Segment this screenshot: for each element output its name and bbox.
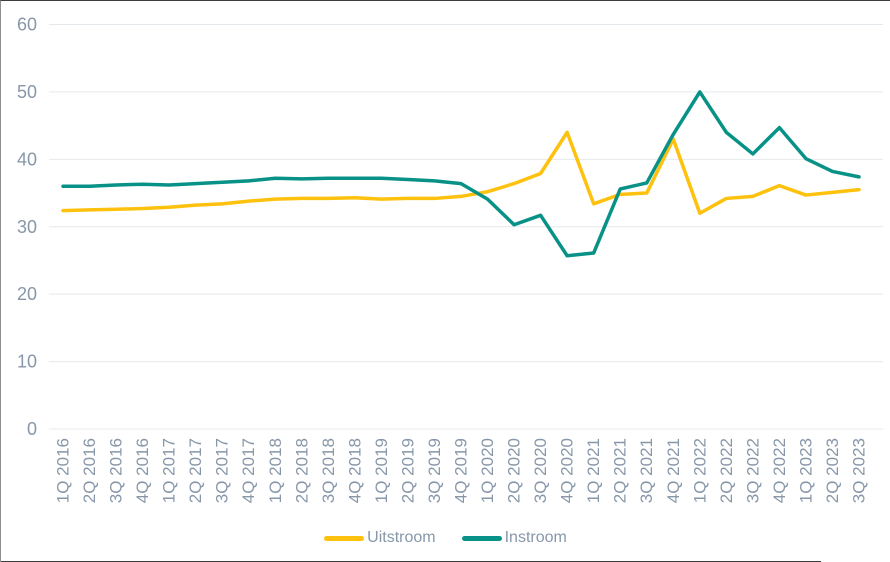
legend-label-instroom: Instroom	[504, 529, 567, 546]
uitstroom-line-swatch	[324, 535, 365, 541]
legend-label-uitstroom: Uitstroom	[367, 529, 436, 546]
x-axis-tick-label: 1Q 2019	[372, 438, 391, 503]
x-axis-tick-label: 1Q 2021	[584, 438, 603, 503]
x-axis-tick-label: 3Q 2019	[425, 438, 444, 503]
x-axis-tick-label: 1Q 2017	[160, 438, 179, 503]
x-axis-tick-label: 4Q 2018	[345, 438, 364, 503]
legend-item-instroom: Instroom	[461, 529, 567, 547]
x-axis-tick-label: 3Q 2022	[743, 438, 762, 503]
x-axis-tick-label: 3Q 2023	[850, 438, 869, 503]
instroom-line	[61, 90, 861, 258]
x-axis-tick-label: 2Q 2017	[186, 438, 205, 503]
y-axis-tick-label: 60	[17, 15, 37, 35]
line-chart: 0 10 20 30 40 50 60 1Q 2016 2Q 2016 3Q 2016 4Q 201…	[17, 15, 883, 503]
chart-legend: Uitstroom Instroom	[1, 527, 890, 549]
x-axis-tick-label: 3Q 2017	[213, 438, 232, 503]
uitstroom-line	[61, 130, 861, 216]
y-axis-tick-label: 0	[27, 419, 37, 439]
y-axis-tick-label: 30	[17, 217, 37, 237]
legend-item-uitstroom: Uitstroom	[324, 529, 436, 547]
x-axis-tick-label: 4Q 2022	[770, 438, 789, 503]
x-axis-tick-label: 3Q 2018	[319, 438, 338, 503]
y-axis-tick-label: 40	[17, 149, 37, 169]
y-axis-tick-label: 20	[17, 284, 37, 304]
x-axis-tick-label: 4Q 2020	[558, 438, 577, 503]
instroom-line-swatch	[461, 535, 502, 541]
x-axis-tick-label: 4Q 2016	[133, 438, 152, 503]
x-axis-tick-label: 3Q 2016	[107, 438, 126, 503]
x-axis-tick-label: 1Q 2023	[796, 438, 815, 503]
x-axis-tick-label: 3Q 2020	[531, 438, 550, 503]
y-axis-tick-label: 50	[17, 82, 37, 102]
x-axis-tick-label: 2Q 2018	[292, 438, 311, 503]
x-axis-tick-label: 4Q 2019	[452, 438, 471, 503]
x-axis-tick-label: 1Q 2022	[690, 438, 709, 503]
x-axis-tick-label: 4Q 2017	[239, 438, 258, 503]
x-axis-tick-label: 2Q 2019	[398, 438, 417, 503]
x-axis-tick-label: 2Q 2021	[611, 438, 630, 503]
x-axis-tick-label: 1Q 2018	[266, 438, 285, 503]
x-axis-tick-label: 2Q 2020	[505, 438, 524, 503]
x-axis-tick-label: 2Q 2022	[717, 438, 736, 503]
x-axis-tick-label: 2Q 2023	[823, 438, 842, 503]
x-axis-tick-label: 3Q 2021	[637, 438, 656, 503]
x-axis-tick-label: 2Q 2016	[80, 438, 99, 503]
y-axis-tick-label: 10	[17, 352, 37, 372]
x-axis-tick-label: 1Q 2016	[54, 438, 73, 503]
x-axis-tick-label: 4Q 2021	[664, 438, 683, 503]
x-axis-tick-label: 1Q 2020	[478, 438, 497, 503]
